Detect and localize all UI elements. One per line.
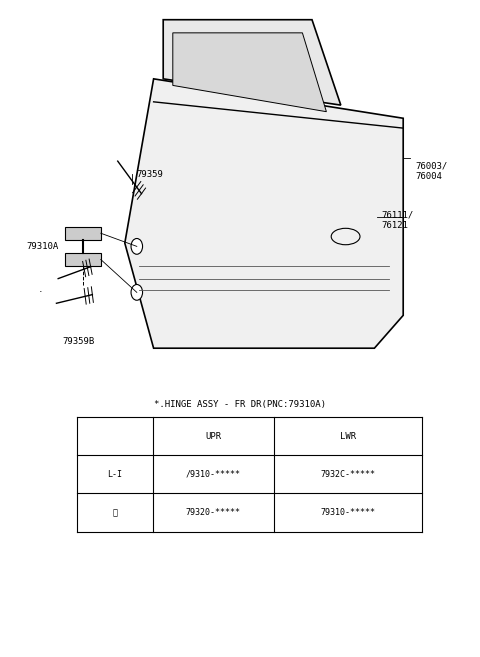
Text: LWR: LWR [340, 432, 356, 441]
Circle shape [131, 238, 143, 254]
Text: .: . [38, 284, 42, 294]
Polygon shape [163, 20, 341, 105]
Text: UPR: UPR [205, 432, 221, 441]
Polygon shape [125, 79, 403, 348]
Text: *.HINGE ASSY - FR DR(PNC:79310A): *.HINGE ASSY - FR DR(PNC:79310A) [154, 399, 326, 409]
Circle shape [131, 284, 143, 300]
Text: 79310A: 79310A [26, 242, 59, 251]
Text: 7932C-*****: 7932C-***** [321, 470, 375, 479]
Text: 79320-*****: 79320-***** [186, 508, 241, 517]
Text: 76003/
76004: 76003/ 76004 [415, 161, 447, 181]
Polygon shape [65, 227, 101, 240]
Text: 右: 右 [112, 508, 117, 517]
Polygon shape [65, 253, 101, 266]
Text: 76111/
76121: 76111/ 76121 [382, 210, 414, 230]
Text: /9310-*****: /9310-***** [186, 470, 241, 479]
Text: 79359: 79359 [137, 170, 164, 179]
Text: 79310-*****: 79310-***** [321, 508, 375, 517]
Text: 79359B: 79359B [62, 337, 95, 346]
Polygon shape [173, 33, 326, 112]
Text: L-I: L-I [108, 470, 122, 479]
